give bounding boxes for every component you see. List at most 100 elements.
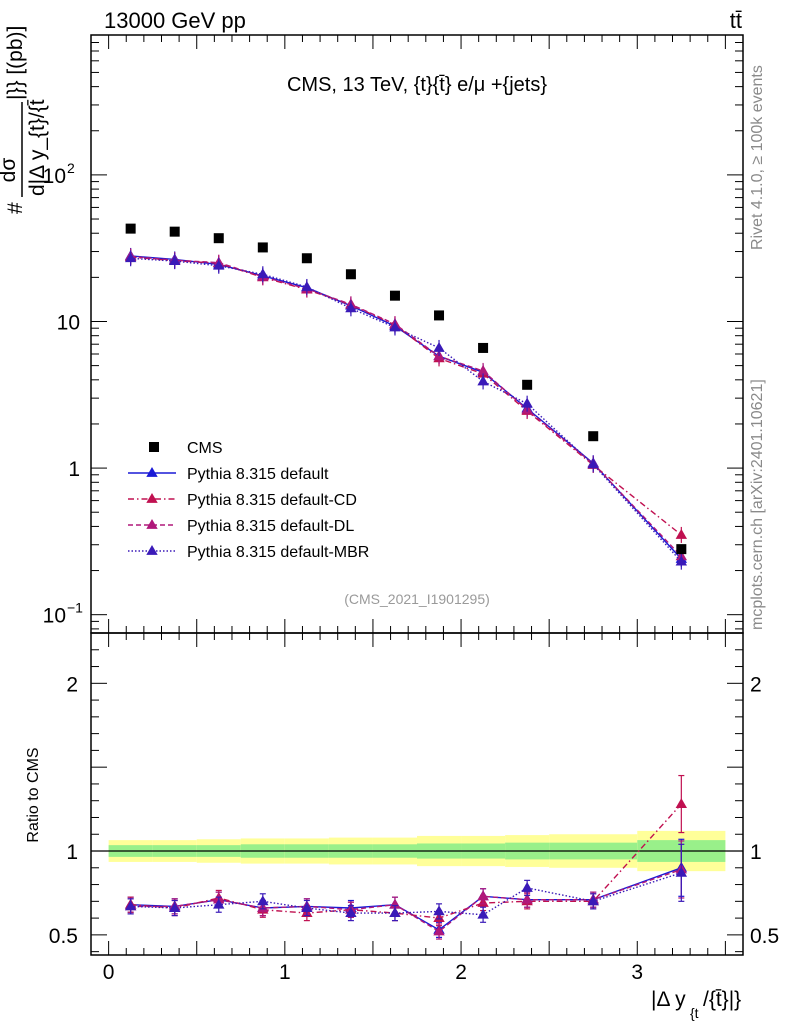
mc-marker — [433, 341, 445, 352]
ratio-ytick-label-right: 2 — [750, 673, 762, 696]
rivet-version-label: Rivet 4.1.0, ≥ 100k events — [749, 65, 766, 250]
legend-marker-triangle — [146, 545, 158, 555]
ratio-data — [124, 774, 688, 940]
mc-marker — [257, 268, 269, 279]
ratio-marker — [477, 908, 489, 919]
ytick-label-base: 10 — [43, 605, 66, 628]
ratio-ytick-label-left: 0.5 — [49, 925, 78, 948]
xtick-label: 3 — [631, 961, 643, 984]
ylabel-suffix: |}} [(pb)] — [4, 26, 27, 100]
ratio-marker — [433, 925, 445, 936]
ylabel-denominator: d|Δ y_{t}/{t̄ — [26, 99, 49, 196]
legend: CMS Pythia 8.315 default Pythia 8.315 defa… — [128, 440, 369, 561]
legend-entry: Pythia 8.315 default — [128, 466, 329, 483]
ratio-marker — [257, 895, 269, 906]
main-ytick-label: 10 2 — [43, 160, 75, 188]
mc-line — [130, 255, 682, 557]
ytick-label-exponent: −1 — [67, 600, 83, 616]
ratio-marker — [124, 900, 137, 911]
mc-marker — [675, 555, 688, 566]
main-data — [124, 223, 688, 570]
ratio-marker — [521, 893, 533, 904]
legend-label: Pythia 8.315 default — [187, 466, 329, 483]
ylabel-prefix: # — [4, 202, 27, 214]
mc-marker — [169, 255, 181, 266]
ytick-label-base: 10 — [43, 165, 66, 188]
ratio-marker — [521, 881, 533, 892]
legend-label: Pythia 8.315 default-DL — [187, 518, 354, 535]
mc-line — [130, 257, 682, 563]
legend-marker-triangle — [146, 519, 158, 529]
main-ytick-label: 10 — [57, 311, 80, 334]
xlabel-main: |Δ y — [651, 988, 686, 1011]
xlabel: |Δ y {t /{t̄}|} — [651, 988, 741, 1021]
mc-marker — [301, 280, 313, 291]
legend-marker-square — [149, 442, 159, 452]
data-point — [389, 290, 400, 301]
ratio-ylabel: Ratio to CMS — [25, 747, 42, 842]
xlabel-tail: /{t̄}|} — [703, 988, 741, 1011]
ratio-ytick-label-left: 1 — [66, 841, 78, 864]
mc-marker — [675, 528, 688, 539]
ratio-ytick-label-right: 0.5 — [750, 925, 779, 948]
ytick-label: 10 — [57, 311, 80, 334]
mc-marker — [587, 458, 599, 469]
xlabel-sub: {t — [690, 1005, 699, 1021]
ratio-frame — [90, 632, 744, 956]
mc-marker — [345, 302, 357, 313]
data-point — [522, 379, 533, 390]
data-point — [257, 242, 268, 253]
analysis-watermark: (CMS_2021_I1901295) — [344, 591, 490, 607]
legend-label: CMS — [187, 440, 223, 457]
data-point — [676, 544, 687, 555]
data-point — [301, 253, 312, 264]
xtick-label: 0 — [103, 961, 115, 984]
legend-label: Pythia 8.315 default-CD — [187, 492, 357, 509]
ratio-marker — [389, 907, 401, 917]
ratio-marker — [675, 798, 688, 808]
main-ytick-label: 10 −1 — [43, 600, 84, 628]
legend-entry: Pythia 8.315 default-MBR — [128, 544, 369, 561]
mc-marker — [124, 252, 137, 263]
ratio-ytick-label-right: 1 — [750, 841, 762, 864]
data-point — [434, 310, 445, 321]
ratio-xtick-labels: 0 1 2 3 — [103, 961, 643, 984]
data-point — [125, 223, 136, 234]
ratio-ytick-labels: 0.5 0.5 1 1 2 2 — [49, 673, 779, 948]
ratio-marker — [213, 898, 225, 909]
mc-marker — [521, 397, 533, 408]
main-ticks — [91, 34, 743, 633]
ratio-ytick-label-left: 2 — [66, 673, 78, 696]
legend-entry: CMS — [149, 440, 223, 457]
ratio-marker — [345, 907, 357, 917]
ratio-marker — [433, 905, 445, 916]
ratio-marker — [675, 866, 688, 877]
data-point — [478, 342, 489, 353]
data-point — [213, 233, 224, 244]
ratio-marker — [477, 890, 489, 901]
legend-marker-triangle — [146, 493, 158, 503]
ytick-label: 1 — [68, 458, 80, 481]
data-point — [588, 431, 599, 442]
data-point — [345, 269, 356, 280]
ratio-ticks — [91, 632, 743, 955]
ratio-panel: 0.5 0.5 1 1 2 2 0 1 2 3 Ratio to CMS — [25, 632, 779, 984]
legend-marker-triangle — [146, 467, 158, 477]
ratio-marker — [301, 902, 313, 912]
mcplots-credit-label: mcplots.cern.ch [arXiv:2401.10621] — [749, 379, 766, 630]
xtick-label: 2 — [455, 961, 467, 984]
data-point — [169, 226, 180, 237]
mc-line — [130, 255, 682, 560]
ylabel-numerator: dσ — [0, 158, 20, 183]
mc-marker — [477, 375, 489, 386]
xtick-label: 1 — [279, 961, 291, 984]
ratio-line — [130, 803, 682, 919]
mc-marker — [477, 364, 489, 375]
ratio-marker — [587, 895, 599, 906]
main-ytick-label: 1 — [68, 458, 80, 481]
legend-entry: Pythia 8.315 default-DL — [128, 518, 354, 535]
mc-marker — [213, 259, 225, 270]
process-label: tt̄ — [730, 8, 742, 33]
